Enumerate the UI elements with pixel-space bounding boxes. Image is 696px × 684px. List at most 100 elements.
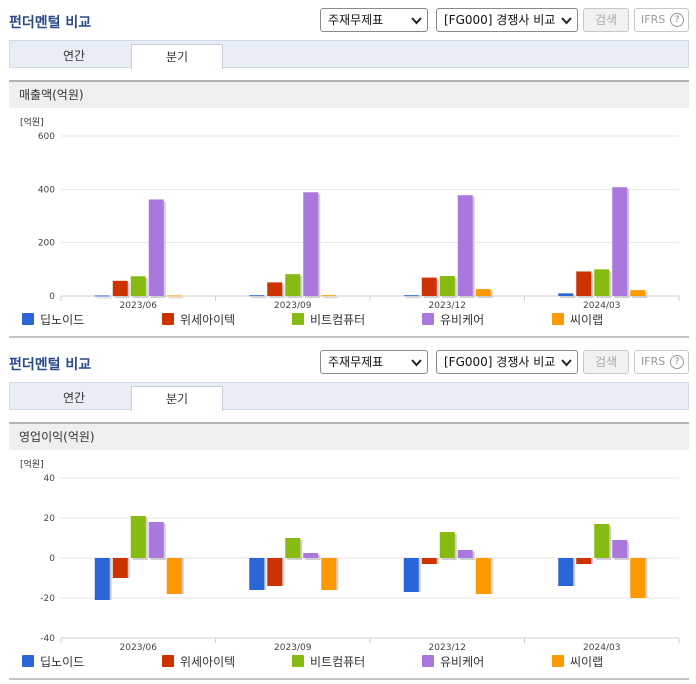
bar — [475, 289, 491, 296]
statement-select[interactable]: 주재무제표 — [320, 350, 428, 374]
revenue-chart: [억원] 0 200 400 600 2023/06 2023/09 2023/12 2024/… — [9, 110, 689, 310]
bar — [267, 558, 283, 586]
period-tabs: 연간 분기 — [9, 40, 689, 69]
compare-select[interactable]: [FG000] 경쟁사 비교 — [436, 8, 578, 32]
legend-swatch — [422, 655, 434, 667]
bar — [439, 276, 455, 296]
legend-label: 유비케어 — [440, 655, 485, 669]
legend-swatch — [22, 655, 34, 667]
bar — [439, 532, 455, 558]
legend-label: 비트컴퓨터 — [310, 655, 366, 669]
statement-select-value: 주재무제표 — [328, 13, 384, 27]
tab-quarterly[interactable]: 분기 — [131, 386, 223, 411]
legend-item[interactable]: 유비케어 — [422, 312, 484, 328]
legend-item[interactable]: 위세아이텍 — [162, 312, 235, 328]
fundamental-panel-operating-profit: 펀더멘털 비교 주재무제표 [FG000] 경쟁사 비교 검색 IFRS ? 연… — [0, 342, 696, 684]
revenue-chart-svg: [억원] 0 200 400 600 2023/06 2023/09 2023/12 2024/… — [20, 116, 680, 310]
operating-profit-chart-svg: [억원] -40 -20 0 20 40 2023/06 2023/09 2023/12 2024… — [20, 458, 680, 652]
compare-select-value: [FG000] 경쟁사 비교 — [444, 13, 556, 27]
y-tick-label: 400 — [38, 185, 55, 195]
bar — [421, 558, 437, 564]
bar — [130, 516, 146, 558]
help-icon: ? — [670, 355, 684, 369]
bar — [303, 192, 319, 296]
help-icon: ? — [670, 13, 684, 27]
bar — [285, 274, 301, 296]
legend-item[interactable]: 위세아이텍 — [162, 654, 235, 670]
x-tick-label: 2023/09 — [274, 301, 312, 310]
y-tick-label: -40 — [40, 634, 55, 644]
bar-shadow — [168, 297, 184, 299]
chevron-down-icon — [411, 17, 422, 25]
x-tick-label: 2023/12 — [429, 301, 466, 310]
bar — [612, 540, 628, 558]
x-tick-label: 2023/09 — [274, 643, 312, 652]
legend-item[interactable]: 딥노이드 — [22, 654, 84, 670]
section-title: 영업이익(억원) — [9, 422, 689, 450]
bar — [403, 558, 419, 592]
bar — [249, 295, 265, 297]
legend-label: 비트컴퓨터 — [310, 313, 366, 327]
legend-item[interactable]: 비트컴퓨터 — [292, 312, 365, 328]
legend-swatch — [552, 313, 564, 325]
bar — [558, 293, 574, 296]
bar — [403, 295, 419, 297]
bar — [94, 558, 110, 600]
bar — [321, 295, 337, 297]
bar — [303, 553, 319, 558]
bar — [249, 558, 265, 590]
panel-header: 펀더멘털 비교 주재무제표 [FG000] 경쟁사 비교 검색 IFRS ? — [0, 0, 696, 40]
y-tick-label: 40 — [44, 474, 56, 484]
fundamental-panel-revenue: 펀더멘털 비교 주재무제표 [FG000] 경쟁사 비교 검색 IFRS ? 연… — [0, 0, 696, 338]
legend-swatch — [292, 313, 304, 325]
bar — [457, 195, 473, 296]
tab-annual[interactable]: 연간 — [62, 391, 86, 405]
y-tick-label: 200 — [38, 239, 55, 249]
ifrs-button[interactable]: IFRS ? — [634, 8, 689, 32]
legend-label: 위세아이텍 — [180, 655, 236, 669]
y-tick-label: 0 — [49, 554, 55, 564]
tab-annual[interactable]: 연간 — [62, 49, 86, 63]
legend-item[interactable]: 씨이랩 — [552, 654, 603, 670]
bar-shadow — [323, 297, 339, 299]
ifrs-button[interactable]: IFRS ? — [634, 350, 689, 374]
search-button[interactable]: 검색 — [583, 350, 629, 374]
legend-label: 유비케어 — [440, 313, 485, 327]
legend-label: 딥노이드 — [40, 313, 85, 327]
unit-label: [억원] — [20, 116, 44, 128]
bar — [594, 524, 610, 558]
bar-shadow — [560, 295, 576, 298]
unit-label: [억원] — [20, 458, 44, 470]
legend-item[interactable]: 유비케어 — [422, 654, 484, 670]
bar — [148, 522, 164, 558]
x-tick-label: 2023/06 — [120, 643, 158, 652]
bar — [148, 199, 164, 296]
compare-select[interactable]: [FG000] 경쟁사 비교 — [436, 350, 578, 374]
bar — [612, 187, 628, 296]
legend-item[interactable]: 딥노이드 — [22, 312, 84, 328]
search-button[interactable]: 검색 — [583, 8, 629, 32]
statement-select-value: 주재무제표 — [328, 355, 384, 369]
bar — [630, 558, 646, 598]
chevron-down-icon — [561, 359, 572, 367]
bar — [321, 558, 337, 590]
chart-legend: 딥노이드 위세아이텍 비트컴퓨터 유비케어 씨이랩 — [22, 312, 682, 330]
legend-item[interactable]: 씨이랩 — [552, 312, 603, 328]
panel-title: 펀더멘털 비교 — [9, 15, 92, 31]
y-tick-label: 20 — [44, 514, 56, 524]
legend-label: 위세아이텍 — [180, 313, 236, 327]
y-tick-label: 0 — [49, 292, 55, 302]
bar — [285, 538, 301, 558]
compare-select-value: [FG000] 경쟁사 비교 — [444, 355, 556, 369]
bar-shadow — [96, 297, 112, 299]
bar — [267, 282, 283, 296]
tab-quarterly[interactable]: 분기 — [131, 44, 223, 69]
legend-label: 딥노이드 — [40, 655, 85, 669]
statement-select[interactable]: 주재무제표 — [320, 8, 428, 32]
bar — [630, 290, 646, 296]
chart-legend: 딥노이드 위세아이텍 비트컴퓨터 유비케어 씨이랩 — [22, 654, 682, 672]
legend-swatch — [162, 313, 174, 325]
y-tick-label: 600 — [38, 132, 55, 142]
x-tick-label: 2024/03 — [583, 301, 620, 310]
legend-item[interactable]: 비트컴퓨터 — [292, 654, 365, 670]
